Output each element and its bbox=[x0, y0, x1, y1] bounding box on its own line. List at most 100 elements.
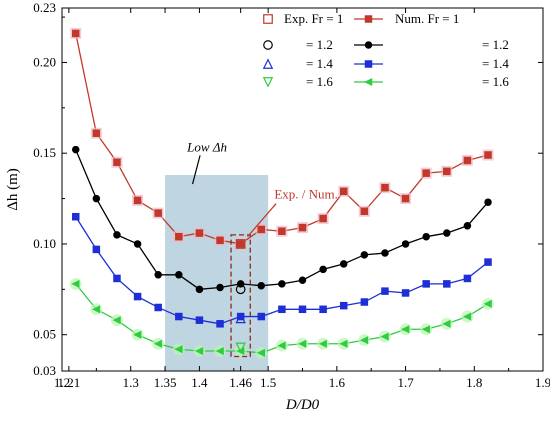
legend-num-marker bbox=[364, 41, 373, 49]
data-point bbox=[319, 214, 327, 223]
legend-num-marker bbox=[364, 77, 373, 87]
data-point bbox=[133, 292, 142, 301]
data-point bbox=[133, 196, 142, 205]
data-point bbox=[339, 260, 348, 268]
data-point bbox=[71, 29, 80, 38]
data-point bbox=[256, 348, 266, 357]
data-point bbox=[401, 289, 410, 297]
data-point bbox=[381, 287, 389, 295]
data-point bbox=[257, 312, 266, 321]
data-point bbox=[463, 222, 472, 230]
data-point bbox=[359, 336, 369, 345]
data-point bbox=[298, 223, 307, 232]
annotations: Low Δh Exp. / Num. bbox=[186, 139, 338, 358]
y-tick-label: 0.15 bbox=[33, 145, 56, 160]
data-point bbox=[195, 229, 204, 237]
legend-num-label: = 1.6 bbox=[482, 74, 509, 89]
series-3 bbox=[69, 277, 495, 359]
data-point bbox=[339, 339, 348, 348]
low-dh-leader bbox=[191, 155, 201, 185]
data-point bbox=[175, 232, 183, 241]
x-tick-label: 1.6 bbox=[329, 375, 346, 390]
legend-exp-marker bbox=[263, 40, 273, 50]
axes: 1.2 1.3 1.4 1.5 1.6 1.7 1.8 1.9 1.21 1.35 1.46 0.03… bbox=[5, 0, 550, 413]
legend-num-label: = 1.4 bbox=[482, 56, 509, 71]
legend-exp-label: = 1.6 bbox=[306, 74, 333, 89]
series-1 bbox=[71, 145, 492, 294]
x-tick-label: 1.7 bbox=[397, 375, 414, 390]
low-dh-region bbox=[165, 174, 269, 371]
data-point bbox=[360, 298, 369, 306]
data-point bbox=[484, 151, 492, 159]
data-point bbox=[360, 207, 369, 216]
data-point bbox=[277, 341, 286, 350]
series-line bbox=[75, 33, 489, 245]
data-point bbox=[339, 301, 348, 310]
data-point bbox=[215, 346, 224, 356]
data-point bbox=[463, 312, 472, 321]
data-point bbox=[174, 345, 183, 354]
data-point bbox=[195, 346, 204, 356]
exp-num-label: Exp. / Num. bbox=[274, 187, 338, 202]
x-tick-label: 1.9 bbox=[535, 375, 550, 390]
x-tick-label: 1.46 bbox=[229, 375, 252, 390]
x-tick-label: 1.35 bbox=[154, 375, 177, 390]
data-point bbox=[236, 240, 245, 248]
data-point bbox=[154, 271, 162, 279]
data-point bbox=[175, 271, 183, 279]
data-point bbox=[153, 339, 162, 348]
data-point bbox=[113, 274, 121, 283]
data-point bbox=[154, 209, 162, 217]
x-tick-label: 1.2 bbox=[54, 375, 70, 390]
exp-num-leader bbox=[247, 203, 277, 238]
data-point bbox=[381, 249, 389, 257]
legend-num-marker bbox=[364, 60, 373, 68]
data-point bbox=[319, 265, 327, 274]
data-point bbox=[298, 305, 307, 314]
data-point bbox=[92, 245, 101, 254]
legend-exp-marker bbox=[262, 58, 274, 69]
data-point bbox=[278, 305, 286, 314]
data-point bbox=[278, 280, 286, 288]
x-tick-label: 1.5 bbox=[260, 375, 276, 390]
data-point bbox=[401, 325, 410, 334]
legend-num-title: Num. Fr = 1 bbox=[395, 11, 459, 26]
data-point bbox=[113, 158, 121, 167]
x-tick-label: 1.8 bbox=[466, 375, 482, 390]
data-point bbox=[91, 305, 101, 314]
data-point bbox=[298, 276, 307, 284]
legend-exp-label: = 1.2 bbox=[306, 37, 333, 52]
exp-point bbox=[235, 342, 246, 353]
data-point bbox=[216, 283, 224, 292]
low-dh-label: Low Δh bbox=[186, 139, 227, 154]
legend-exp-title: Exp. Fr = 1 bbox=[284, 11, 343, 26]
data-point bbox=[443, 280, 451, 288]
experimental-points bbox=[235, 239, 246, 353]
legend-num-marker bbox=[364, 15, 373, 23]
data-point bbox=[133, 240, 142, 248]
y-tick-label: 0.20 bbox=[33, 54, 56, 69]
data-point bbox=[443, 167, 451, 176]
data-point bbox=[484, 198, 492, 206]
data-point bbox=[318, 339, 327, 348]
data-point bbox=[71, 212, 80, 221]
data-point bbox=[195, 285, 204, 294]
data-point bbox=[92, 129, 101, 137]
data-point bbox=[463, 156, 472, 165]
data-point bbox=[319, 305, 327, 314]
data-point bbox=[484, 258, 492, 266]
legend-exp-marker bbox=[262, 77, 274, 88]
data-point bbox=[133, 330, 142, 339]
x-axis-title: D/D0 bbox=[285, 397, 320, 413]
data-point bbox=[195, 316, 204, 324]
data-point bbox=[380, 332, 389, 341]
data-point bbox=[175, 312, 183, 321]
y-tick-label: 0.23 bbox=[33, 0, 56, 15]
exp-point bbox=[235, 239, 246, 249]
data-point bbox=[112, 316, 121, 325]
data-point bbox=[401, 240, 410, 248]
exp-point bbox=[235, 284, 246, 295]
data-point bbox=[401, 194, 410, 203]
data-point bbox=[257, 281, 266, 290]
data-point bbox=[154, 303, 162, 312]
